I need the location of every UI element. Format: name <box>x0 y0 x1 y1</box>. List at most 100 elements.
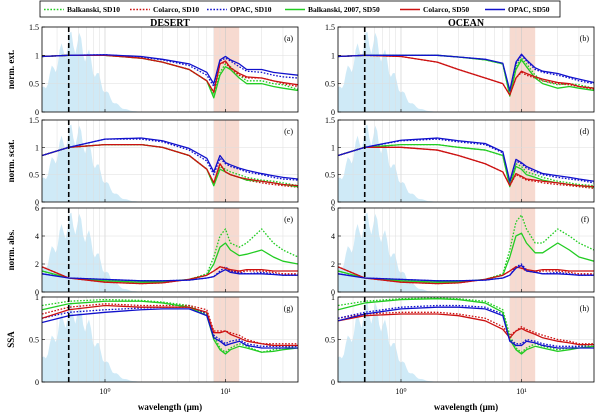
series-line <box>42 306 298 347</box>
panel: 0 0.5 1 1.5 (b) <box>325 23 595 117</box>
y-tick-label: 0.5 <box>325 336 335 345</box>
solar-spectrum-shading <box>42 212 199 292</box>
solar-spectrum-shading <box>338 301 495 382</box>
legend-entry: Balkanski, 2007, SD50 <box>285 5 380 14</box>
series-line <box>42 298 298 353</box>
y-tick-label: 0.5 <box>29 80 39 89</box>
panel: 0 0.5 1 1.5 (c) <box>29 116 299 207</box>
y-tick-label: 0.5 <box>29 336 39 345</box>
y-tick-label: 1 <box>331 293 335 302</box>
panel: 0 0.5 1 1.5 (a) <box>29 23 299 117</box>
y-tick-label: 0 <box>35 288 39 297</box>
panel-frame <box>41 119 299 203</box>
solar-spectrum-area <box>338 124 495 202</box>
series-line <box>42 143 298 187</box>
y-tick-label: 0 <box>35 108 39 117</box>
y-tick-label: 0.5 <box>325 171 335 180</box>
solar-spectrum-area <box>338 31 495 112</box>
series-group <box>338 53 594 97</box>
series-line <box>338 297 594 353</box>
series-group <box>42 298 298 355</box>
panel-frame <box>337 119 595 203</box>
series-line <box>42 54 298 85</box>
y-tick-label: 6 <box>35 204 39 213</box>
panel: 0 2 4 6 (e) <box>35 204 299 297</box>
y-tick-label: 1 <box>35 293 39 302</box>
ir-window-band <box>213 208 240 292</box>
y-axis-label: norm. abs. <box>6 230 16 271</box>
y-tick-label: 1.5 <box>29 116 39 125</box>
series-line <box>42 300 298 355</box>
y-tick-label: 0 <box>331 198 335 207</box>
series-line <box>338 53 594 92</box>
ir-window-band <box>509 27 536 112</box>
column-title: OCEAN <box>448 18 485 29</box>
panel-frame <box>337 207 595 293</box>
solar-spectrum-area <box>42 124 199 202</box>
solar-spectrum-shading <box>42 31 199 112</box>
series-line <box>338 306 594 349</box>
x-tick-label: 10⁰ <box>395 387 406 396</box>
y-tick-label: 0 <box>331 108 335 117</box>
solar-spectrum-shading <box>42 301 199 382</box>
solar-spectrum-area <box>42 301 199 382</box>
legend-entry: OPAC, SD50 <box>485 5 550 14</box>
y-tick-label: 4 <box>331 232 335 241</box>
x-tick-label: 10⁰ <box>99 387 110 396</box>
solar-spectrum-area <box>338 301 495 382</box>
series-line <box>338 298 594 355</box>
x-axis-label: wavelength (μm) <box>434 402 498 412</box>
panel-letter: (c) <box>284 127 293 136</box>
y-tick-label: 1.5 <box>325 116 335 125</box>
y-tick-label: 0 <box>331 378 335 387</box>
series-group <box>338 137 594 189</box>
y-tick-label: 0.5 <box>29 171 39 180</box>
series-line <box>42 266 298 285</box>
series-group <box>42 137 298 188</box>
ir-window-band <box>509 120 536 202</box>
series-line <box>42 137 298 180</box>
solar-spectrum-area <box>338 212 495 292</box>
solar-spectrum-shading <box>338 31 495 112</box>
legend-label: OPAC, SD50 <box>508 5 550 14</box>
series-line <box>42 54 298 93</box>
panel-letter: (g) <box>284 304 294 313</box>
y-tick-label: 2 <box>331 260 335 269</box>
ir-window-band <box>509 208 536 292</box>
series-line <box>338 264 594 282</box>
series-line <box>338 143 594 187</box>
panel-letter: (a) <box>284 34 293 43</box>
legend-entry: Colarco, SD10 <box>130 5 199 14</box>
y-tick-label: 4 <box>35 232 39 241</box>
panel-letter: (h) <box>580 304 590 313</box>
y-tick-label: 2 <box>35 260 39 269</box>
x-axis-label: wavelength (μm) <box>138 402 202 412</box>
y-axis-label: norm. ext. <box>6 50 16 89</box>
legend-entry: OPAC, SD10 <box>207 5 272 14</box>
y-tick-label: 1.5 <box>325 23 335 32</box>
column-title: DESERT <box>150 18 190 29</box>
legend-label: Balkanski, SD10 <box>67 5 120 14</box>
panel: 0 0.5 1 (h) <box>325 293 595 387</box>
legend-label: OPAC, SD10 <box>230 5 272 14</box>
x-tick-label: 10¹ <box>220 387 231 396</box>
series-line <box>42 228 298 283</box>
panel: 0 0.5 1 (g) <box>29 293 299 387</box>
panel: 0 2 4 6 (f) <box>331 204 595 297</box>
solar-spectrum-shading <box>42 124 199 202</box>
panel-frame <box>41 207 299 293</box>
y-tick-label: 1 <box>35 51 39 60</box>
panel: 0 0.5 1 1.5 (d) <box>325 116 595 207</box>
series-line <box>338 313 594 346</box>
series-line <box>42 308 298 349</box>
panel-letter: (e) <box>284 215 293 224</box>
series-line <box>42 268 298 282</box>
solar-spectrum-area <box>42 212 199 292</box>
solar-spectrum-shading <box>338 212 495 292</box>
y-axis-label: norm. scat. <box>6 140 16 183</box>
series-line <box>42 138 298 181</box>
panel-letter: (d) <box>580 127 590 136</box>
solar-spectrum-shading <box>338 124 495 202</box>
y-tick-label: 0 <box>35 198 39 207</box>
